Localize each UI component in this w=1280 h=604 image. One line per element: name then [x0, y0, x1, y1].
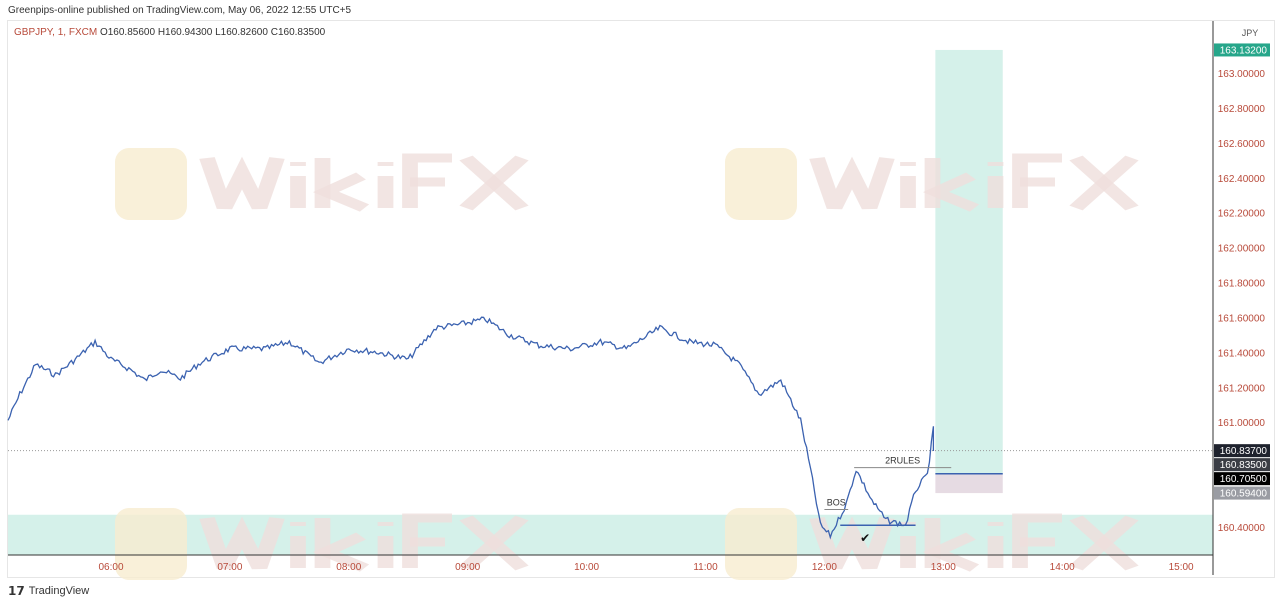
- x-tick-label: 07:00: [217, 562, 242, 573]
- price-label: 160.83500: [1220, 460, 1268, 471]
- watermark-letter: [923, 172, 980, 212]
- x-tick-label: 12:00: [812, 562, 837, 573]
- annotation-label-bos: BOS: [827, 498, 846, 508]
- close-value: C160.83500: [270, 27, 326, 38]
- y-tick-label: 161.40000: [1218, 348, 1266, 359]
- watermark-letter: [402, 513, 452, 568]
- watermark-letter: [313, 532, 370, 572]
- currency-label: JPY: [1242, 28, 1259, 38]
- watermark-letter: [459, 515, 529, 571]
- watermark-logo-icon: [115, 508, 187, 580]
- high-value: H160.94300: [157, 27, 213, 38]
- price-label: 160.83700: [1220, 446, 1268, 457]
- y-tick-label: 162.60000: [1218, 139, 1266, 150]
- watermark-logo-icon: [115, 148, 187, 220]
- watermark-logo: [809, 153, 1139, 212]
- y-tick-label: 161.00000: [1218, 418, 1266, 429]
- y-tick-label: 161.60000: [1218, 313, 1266, 324]
- x-tick-label: 13:00: [931, 562, 956, 573]
- watermark-letter: [313, 172, 370, 212]
- x-tick-label: 11:00: [693, 562, 718, 573]
- watermark-logo: [199, 513, 529, 572]
- x-tick-label: 09:00: [455, 562, 480, 573]
- x-tick-label: 10:00: [574, 562, 599, 573]
- price-label: 160.59400: [1220, 489, 1268, 500]
- symbol-legend: GBPJPY, 1, FXCM O160.85600 H160.94300 L1…: [14, 27, 325, 38]
- watermark-letter: [923, 532, 980, 572]
- symbol-label: GBPJPY, 1, FXCM: [14, 27, 98, 38]
- y-tick-label: 162.00000: [1218, 244, 1266, 255]
- price-label-box: [1214, 458, 1270, 472]
- x-tick-label: 15:00: [1169, 562, 1194, 573]
- watermark-logo: [199, 153, 529, 212]
- price-label-box: [1214, 486, 1270, 500]
- watermark-letter: [459, 155, 529, 211]
- watermark-logo-icon: [725, 508, 797, 580]
- watermark-letter: [1012, 153, 1062, 208]
- y-tick-label: 162.20000: [1218, 209, 1266, 220]
- watermark-letter: [1069, 515, 1139, 571]
- checkmark-icon: ✔: [860, 531, 870, 545]
- watermark-letter: [199, 516, 285, 570]
- watermark-letter: [1069, 155, 1139, 211]
- position-target-area: [935, 49, 1003, 474]
- watermark-letter: [402, 153, 452, 208]
- price-label: 163.13200: [1220, 45, 1268, 56]
- position-stop-area: [935, 473, 1003, 494]
- low-value: L160.82600: [215, 27, 268, 38]
- x-tick-label: 06:00: [98, 562, 123, 573]
- tradingview-icon: 𝟭𝟳: [8, 584, 25, 598]
- y-tick-label: 162.40000: [1218, 174, 1266, 185]
- x-tick-label: 08:00: [336, 562, 361, 573]
- price-label-box: [1214, 472, 1270, 486]
- watermark-logo-icon: [725, 148, 797, 220]
- watermark-letter: [1012, 513, 1062, 568]
- y-tick-label: 161.80000: [1218, 279, 1266, 290]
- y-tick-label: 162.80000: [1218, 104, 1266, 115]
- open-value: O160.85600: [99, 27, 156, 38]
- tradingview-logo[interactable]: 𝟭𝟳 TradingView: [8, 584, 89, 598]
- watermark-letter: [809, 516, 895, 570]
- brand-label: TradingView: [28, 585, 90, 597]
- annotation-label-2rules: 2RULES: [885, 456, 920, 466]
- watermark-letter: [809, 156, 895, 210]
- price-label-box: [1214, 43, 1270, 57]
- price-series-line: [7, 316, 935, 540]
- chart-frame: [7, 20, 1275, 578]
- watermark-logo: [809, 513, 1139, 572]
- y-tick-label: 161.20000: [1218, 383, 1266, 394]
- watermark-letter: [199, 156, 285, 210]
- y-tick-label: 163.00000: [1218, 69, 1266, 80]
- price-label: 160.70500: [1220, 474, 1268, 485]
- x-tick-label: 14:00: [1050, 562, 1075, 573]
- y-tick-label: 160.40000: [1218, 523, 1266, 534]
- price-label-box: [1214, 444, 1270, 458]
- publish-info: Greenpips-online published on TradingVie…: [8, 5, 352, 16]
